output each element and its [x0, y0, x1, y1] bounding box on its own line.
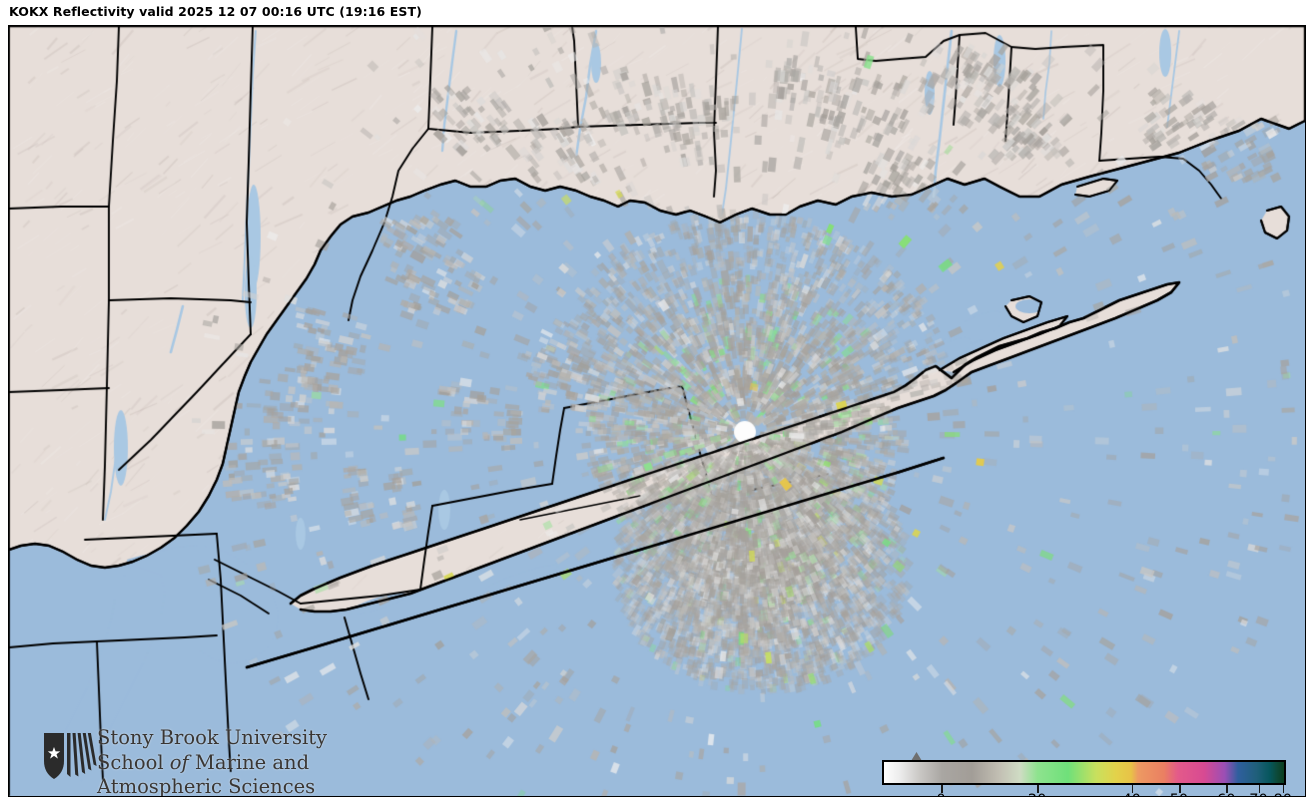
colorbar-tick-label: 70	[1249, 792, 1267, 796]
colorbar-tick	[1226, 785, 1228, 793]
colorbar-tick-label: 50	[1170, 792, 1188, 796]
colorbar-tick-label: 0	[936, 792, 945, 796]
page-title: KOKX Reflectivity valid 2025 12 07 00:16…	[9, 4, 422, 19]
colorbar-gradient-frame[interactable]	[882, 760, 1286, 785]
colorbar-tick	[940, 785, 943, 793]
colorbar-tick	[1178, 785, 1181, 793]
colorbar-tick	[1258, 785, 1261, 793]
colorbar-tick	[1282, 785, 1285, 793]
colorbar-tick-label: 60	[1217, 792, 1235, 796]
colorbar-tick-labels: 0 20 40 50 60 70 80	[882, 792, 1292, 796]
colorbar-tick	[1037, 785, 1039, 793]
radar-map-canvas[interactable]	[9, 26, 1305, 796]
colorbar-tick	[1131, 785, 1134, 793]
colorbar-tick-label: 20	[1028, 792, 1046, 796]
colorbar-tick-label: 40	[1122, 792, 1140, 796]
colorbar-value-marker-icon	[911, 752, 923, 761]
reflectivity-colorbar[interactable]: 0 20 40 50 60 70 80	[878, 752, 1292, 796]
colorbar-tick-label: 80	[1274, 792, 1292, 796]
colorbar-ticks	[882, 785, 1286, 794]
colorbar-gradient	[884, 762, 1284, 783]
map-frame[interactable]: Stony Brook University School of Marine …	[8, 25, 1306, 797]
